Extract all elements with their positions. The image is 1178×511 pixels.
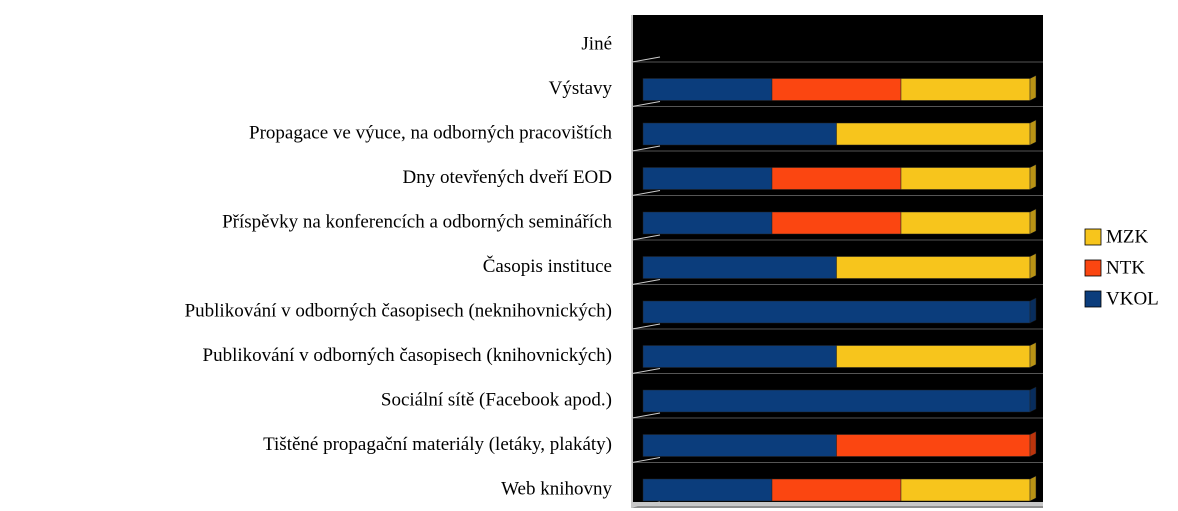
bar-segment — [771, 167, 902, 190]
category-label: Propagace ve výuce, na odborných pracovi… — [249, 122, 612, 143]
category-label: Tištěné propagační materiály (letáky, pl… — [263, 434, 612, 455]
category-label: Výstavy — [549, 78, 613, 99]
category-label: Publikování v odborných časopisech (knih… — [203, 345, 612, 366]
category-label: Jiné — [581, 33, 612, 54]
bar-depth — [1029, 297, 1037, 324]
row-tick — [631, 323, 661, 330]
bar-segment — [836, 434, 1031, 457]
row-tick — [631, 457, 661, 463]
bar-segment — [771, 478, 902, 502]
bar-depth — [1029, 431, 1037, 457]
row-tick — [631, 145, 661, 152]
bar-segment — [642, 478, 773, 502]
bar-segment — [900, 211, 1031, 235]
category-label: Web knihovny — [501, 478, 612, 499]
row-tick — [631, 279, 661, 285]
row-tick — [631, 501, 661, 508]
legend-label: NTK — [1106, 257, 1145, 278]
category-label: Dny otevřených dveří EOD — [403, 167, 612, 188]
bar-segment — [836, 256, 1031, 279]
legend-swatch — [1084, 290, 1102, 308]
bar-segment — [771, 211, 902, 235]
bar-segment — [642, 300, 1031, 324]
legend-label: MZK — [1106, 226, 1149, 247]
category-label: Sociální sítě (Facebook apod.) — [381, 389, 612, 410]
row-tick — [631, 56, 661, 63]
bar-segment — [900, 78, 1031, 101]
bar-depth — [1029, 119, 1037, 146]
bar-segment — [642, 434, 837, 457]
bar-segment — [642, 211, 773, 235]
bar-segment — [642, 78, 773, 101]
bar-depth — [1029, 253, 1037, 279]
bar-segment — [836, 122, 1031, 146]
row-tick — [631, 101, 661, 107]
category-label: Časopis instituce — [483, 255, 612, 277]
bar-segment — [771, 78, 902, 101]
bar-depth — [1029, 164, 1037, 190]
bar-depth — [1029, 386, 1037, 413]
row-tick — [631, 412, 661, 419]
row-tick — [631, 234, 661, 241]
row-tick — [631, 190, 661, 196]
bar-segment — [900, 478, 1031, 502]
row-tick — [631, 368, 661, 374]
bar-depth — [1029, 342, 1037, 368]
plot-floor — [632, 502, 1043, 508]
legend-swatch — [1084, 228, 1102, 246]
bar-segment — [900, 167, 1031, 190]
bar-segment — [642, 345, 837, 368]
bar-depth — [1029, 208, 1037, 235]
bar-segment — [642, 167, 773, 190]
bar-segment — [642, 122, 837, 146]
category-label: Publikování v odborných časopisech (nekn… — [185, 300, 612, 321]
bar-segment — [836, 345, 1031, 368]
bar-depth — [1029, 75, 1037, 101]
bar-depth — [1029, 475, 1037, 502]
legend-label: VKOL — [1106, 288, 1159, 309]
legend-swatch — [1084, 259, 1102, 277]
bar-segment — [642, 389, 1031, 413]
bar-segment — [642, 256, 837, 279]
category-label: Příspěvky na konferencích a odborných se… — [222, 211, 612, 232]
